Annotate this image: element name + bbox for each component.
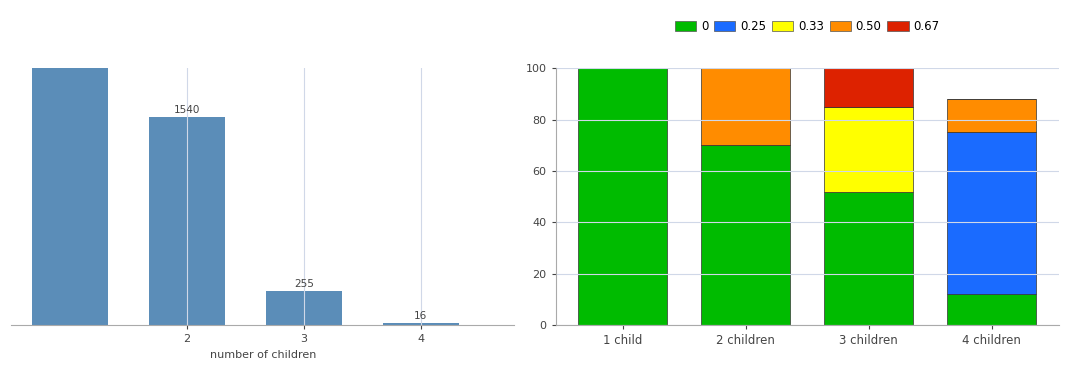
Bar bbox=[825, 106, 913, 191]
Bar bbox=[702, 68, 790, 145]
Bar bbox=[825, 191, 913, 325]
Bar bbox=[265, 291, 341, 325]
Text: 1540: 1540 bbox=[173, 105, 200, 115]
Bar bbox=[383, 323, 459, 325]
Bar bbox=[947, 295, 1036, 325]
Bar bbox=[947, 99, 1036, 132]
Legend: 0, 0.25, 0.33, 0.50, 0.67: 0, 0.25, 0.33, 0.50, 0.67 bbox=[673, 17, 942, 35]
Bar bbox=[149, 117, 225, 325]
Text: 255: 255 bbox=[294, 279, 314, 289]
Bar bbox=[947, 132, 1036, 295]
Bar bbox=[579, 68, 667, 325]
Bar bbox=[825, 68, 913, 106]
Bar bbox=[32, 0, 108, 325]
Text: 16: 16 bbox=[414, 311, 427, 321]
Bar bbox=[702, 145, 790, 325]
X-axis label: number of children: number of children bbox=[210, 350, 316, 360]
